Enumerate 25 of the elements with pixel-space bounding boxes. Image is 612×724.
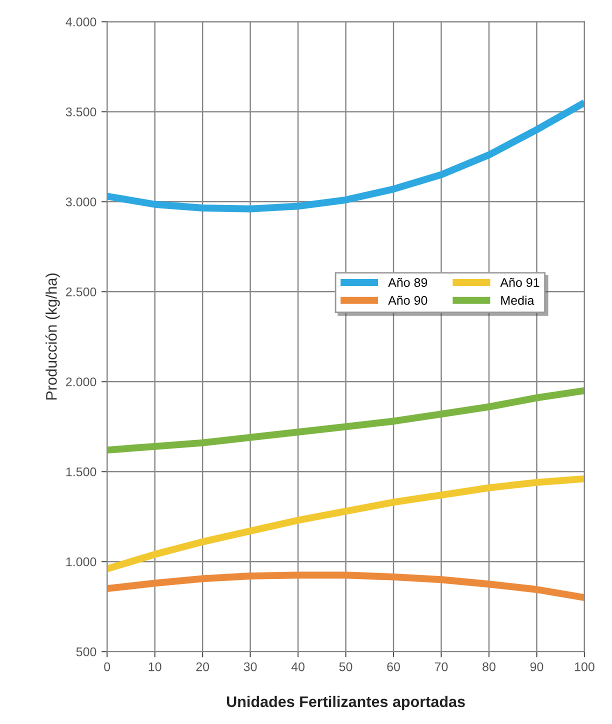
legend-label: Año 91 [500, 278, 540, 287]
y-tick-label: 3.000 [66, 197, 96, 206]
x-tick-label: 0 [104, 662, 110, 672]
legend-label: Año 89 [388, 278, 428, 287]
x-tick-label: 100 [574, 662, 594, 672]
x-tick-label: 50 [339, 662, 352, 672]
x-tick-label: 40 [291, 662, 305, 672]
legend-label: Año 90 [388, 296, 428, 305]
y-tick-label: 2.500 [66, 287, 96, 296]
x-tick-label: 20 [196, 662, 210, 672]
y-tick-label: 2.000 [66, 377, 96, 386]
x-tick-label: 70 [434, 662, 448, 672]
x-tick-label: 30 [244, 662, 257, 672]
y-tick-label: 500 [76, 647, 96, 656]
y-tick-label: 1.500 [66, 467, 96, 476]
x-tick-label: 10 [148, 662, 162, 672]
legend-label: Media [501, 296, 534, 305]
x-tick-label: 80 [482, 662, 496, 672]
y-tick-label: 4.000 [66, 18, 96, 26]
x-tick-label: 60 [387, 662, 400, 672]
x-axis-title: Unidades Fertilizantes aportadas [227, 696, 465, 710]
y-axis-title: Producción (kg/ha) [45, 273, 60, 400]
y-tick-label: 3.500 [66, 108, 96, 116]
y-tick-label: 1.000 [66, 557, 96, 566]
x-tick-label: 90 [530, 662, 544, 672]
